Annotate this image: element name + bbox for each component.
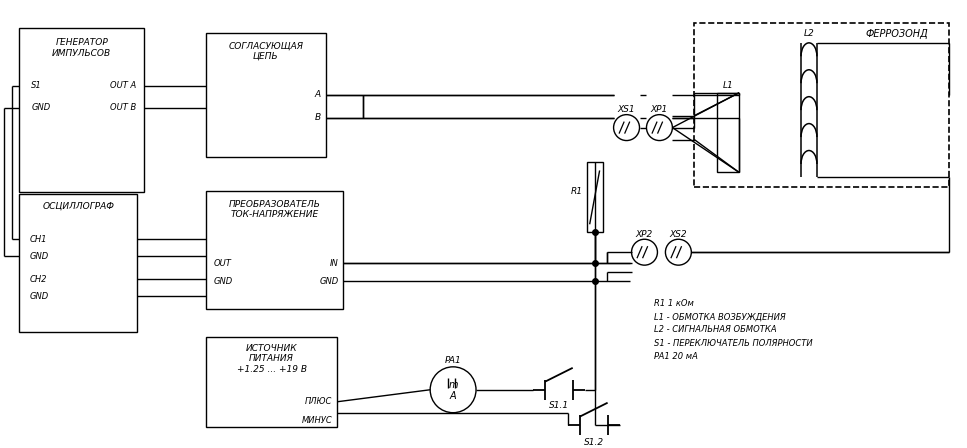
Text: B: B [314, 113, 320, 122]
Text: A: A [314, 90, 320, 99]
Text: A: A [450, 391, 456, 401]
Text: GND: GND [214, 276, 233, 286]
Text: ПРЕОБРАЗОВАТЕЛЬ
ТОК-НАПРЯЖЕНИЕ: ПРЕОБРАЗОВАТЕЛЬ ТОК-НАПРЯЖЕНИЕ [229, 200, 321, 219]
Text: ГЕНЕРАТОР
ИМПУЛЬСОВ: ГЕНЕРАТОР ИМПУЛЬСОВ [52, 38, 111, 57]
Bar [19, 194, 137, 332]
Text: OUT A: OUT A [110, 81, 136, 90]
Text: GND: GND [32, 103, 50, 112]
Text: ФЕРРОЗОНД: ФЕРРОЗОНД [865, 29, 928, 39]
Text: ИСТОЧНИК
ПИТАНИЯ
+1.25 ... +19 В: ИСТОЧНИК ПИТАНИЯ +1.25 ... +19 В [237, 344, 307, 374]
Text: МИНУС: МИНУС [302, 416, 333, 425]
Text: R1: R1 [571, 187, 583, 196]
Bar [206, 337, 337, 426]
Text: CH1: CH1 [29, 235, 47, 244]
Text: m: m [449, 380, 457, 390]
Bar [206, 33, 326, 158]
Text: GND: GND [29, 292, 48, 301]
Text: R1 1 кОм
L1 - ОБМОТКА ВОЗБУЖДЕНИЯ
L2 - СИГНАЛЬНАЯ ОБМОТКА
S1 - ПЕРЕКЛЮЧАТЕЛЬ ПОЛ: R1 1 кОм L1 - ОБМОТКА ВОЗБУЖДЕНИЯ L2 - С… [655, 299, 813, 361]
Text: ПЛЮС: ПЛЮС [306, 397, 333, 406]
Bar [19, 28, 144, 192]
Text: ОСЦИЛЛОГРАФ: ОСЦИЛЛОГРАФ [43, 202, 114, 211]
Text: XP2: XP2 [636, 230, 653, 239]
Text: GND: GND [29, 252, 48, 261]
Text: S1.1: S1.1 [548, 401, 569, 410]
Text: XS1: XS1 [618, 105, 635, 114]
Text: PA1: PA1 [445, 356, 461, 366]
Text: OUT: OUT [214, 258, 232, 267]
Text: CH2: CH2 [29, 275, 47, 284]
Text: XS2: XS2 [669, 230, 688, 239]
Text: L2: L2 [804, 30, 814, 39]
Text: GND: GND [319, 276, 338, 286]
Text: СОГЛАСУЮЩАЯ
ЦЕПЬ: СОГЛАСУЮЩАЯ ЦЕПЬ [228, 41, 304, 60]
Text: L1: L1 [723, 81, 734, 90]
Bar [718, 93, 739, 172]
Bar [694, 23, 949, 187]
Bar [587, 163, 602, 232]
Bar [206, 191, 343, 309]
Text: IN: IN [330, 258, 338, 267]
Text: OUT B: OUT B [110, 103, 136, 112]
Text: S1.2: S1.2 [584, 438, 603, 447]
Text: S1: S1 [32, 81, 43, 90]
Text: XP1: XP1 [651, 105, 668, 114]
